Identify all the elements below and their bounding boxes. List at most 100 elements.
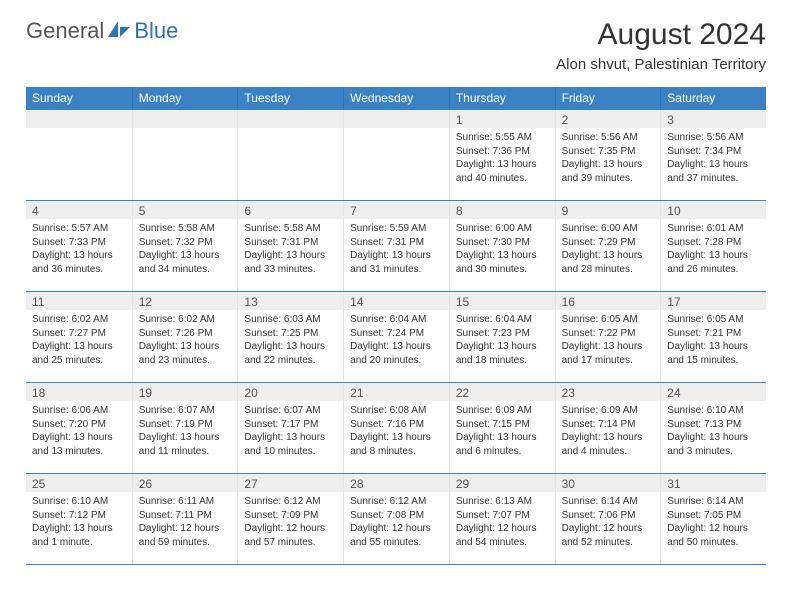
day-cell: 3Sunrise: 5:56 AMSunset: 7:34 PMDaylight… bbox=[660, 110, 766, 200]
day-cell: 6Sunrise: 5:58 AMSunset: 7:31 PMDaylight… bbox=[237, 201, 343, 291]
day-detail-line: Sunset: 7:19 PM bbox=[139, 418, 232, 432]
day-detail-line: Sunset: 7:32 PM bbox=[139, 236, 232, 250]
day-details: Sunrise: 6:07 AMSunset: 7:17 PMDaylight:… bbox=[238, 401, 343, 462]
day-cell: 10Sunrise: 6:01 AMSunset: 7:28 PMDayligh… bbox=[660, 201, 766, 291]
day-detail-line: Sunset: 7:27 PM bbox=[32, 327, 126, 341]
day-detail-line: Sunset: 7:15 PM bbox=[456, 418, 549, 432]
day-cell: 11Sunrise: 6:02 AMSunset: 7:27 PMDayligh… bbox=[26, 292, 132, 382]
day-number: 5 bbox=[133, 201, 238, 219]
day-details: Sunrise: 6:09 AMSunset: 7:14 PMDaylight:… bbox=[556, 401, 661, 462]
logo: General Blue bbox=[26, 18, 178, 44]
day-number bbox=[133, 110, 238, 128]
day-cell: 28Sunrise: 6:12 AMSunset: 7:08 PMDayligh… bbox=[343, 474, 449, 564]
week-row: 25Sunrise: 6:10 AMSunset: 7:12 PMDayligh… bbox=[26, 473, 766, 565]
day-number: 10 bbox=[661, 201, 766, 219]
day-detail-line: Daylight: 13 hours and 15 minutes. bbox=[667, 340, 760, 367]
weekday-header: Sunday bbox=[26, 87, 132, 109]
day-number: 27 bbox=[238, 474, 343, 492]
day-cell: 22Sunrise: 6:09 AMSunset: 7:15 PMDayligh… bbox=[449, 383, 555, 473]
day-details: Sunrise: 6:07 AMSunset: 7:19 PMDaylight:… bbox=[133, 401, 238, 462]
weekday-header-row: SundayMondayTuesdayWednesdayThursdayFrid… bbox=[26, 87, 766, 109]
day-detail-line: Sunset: 7:29 PM bbox=[562, 236, 655, 250]
day-detail-line: Daylight: 13 hours and 40 minutes. bbox=[456, 158, 549, 185]
day-details: Sunrise: 6:02 AMSunset: 7:26 PMDaylight:… bbox=[133, 310, 238, 371]
day-cell: 9Sunrise: 6:00 AMSunset: 7:29 PMDaylight… bbox=[555, 201, 661, 291]
day-cell bbox=[132, 110, 238, 200]
day-detail-line: Sunrise: 5:55 AM bbox=[456, 131, 549, 145]
day-cell: 13Sunrise: 6:03 AMSunset: 7:25 PMDayligh… bbox=[237, 292, 343, 382]
day-cell: 2Sunrise: 5:56 AMSunset: 7:35 PMDaylight… bbox=[555, 110, 661, 200]
day-details: Sunrise: 5:56 AMSunset: 7:34 PMDaylight:… bbox=[661, 128, 766, 189]
day-details: Sunrise: 6:03 AMSunset: 7:25 PMDaylight:… bbox=[238, 310, 343, 371]
day-detail-line: Sunrise: 6:05 AM bbox=[667, 313, 760, 327]
day-detail-line: Daylight: 13 hours and 26 minutes. bbox=[667, 249, 760, 276]
day-detail-line: Sunset: 7:17 PM bbox=[244, 418, 337, 432]
week-row: 18Sunrise: 6:06 AMSunset: 7:20 PMDayligh… bbox=[26, 382, 766, 473]
day-detail-line: Sunset: 7:13 PM bbox=[667, 418, 760, 432]
day-detail-line: Sunrise: 6:10 AM bbox=[667, 404, 760, 418]
day-details: Sunrise: 6:10 AMSunset: 7:12 PMDaylight:… bbox=[26, 492, 132, 553]
day-number: 13 bbox=[238, 292, 343, 310]
weekday-header: Wednesday bbox=[343, 87, 449, 109]
day-number: 18 bbox=[26, 383, 132, 401]
day-cell bbox=[343, 110, 449, 200]
day-cell: 17Sunrise: 6:05 AMSunset: 7:21 PMDayligh… bbox=[660, 292, 766, 382]
day-detail-line: Daylight: 13 hours and 13 minutes. bbox=[32, 431, 126, 458]
day-detail-line: Sunrise: 5:57 AM bbox=[32, 222, 126, 236]
day-detail-line: Sunrise: 6:01 AM bbox=[667, 222, 760, 236]
day-details: Sunrise: 6:14 AMSunset: 7:06 PMDaylight:… bbox=[556, 492, 661, 553]
day-detail-line: Daylight: 13 hours and 10 minutes. bbox=[244, 431, 337, 458]
day-number: 14 bbox=[344, 292, 449, 310]
day-detail-line: Daylight: 12 hours and 55 minutes. bbox=[350, 522, 443, 549]
day-cell: 8Sunrise: 6:00 AMSunset: 7:30 PMDaylight… bbox=[449, 201, 555, 291]
day-detail-line: Sunrise: 6:09 AM bbox=[456, 404, 549, 418]
week-row: 1Sunrise: 5:55 AMSunset: 7:36 PMDaylight… bbox=[26, 109, 766, 200]
day-detail-line: Sunrise: 5:58 AM bbox=[244, 222, 337, 236]
day-detail-line: Sunset: 7:34 PM bbox=[667, 145, 760, 159]
day-number: 28 bbox=[344, 474, 449, 492]
day-details: Sunrise: 6:12 AMSunset: 7:08 PMDaylight:… bbox=[344, 492, 449, 553]
calendar-body: 1Sunrise: 5:55 AMSunset: 7:36 PMDaylight… bbox=[26, 109, 766, 565]
day-detail-line: Sunset: 7:25 PM bbox=[244, 327, 337, 341]
day-detail-line: Sunset: 7:11 PM bbox=[139, 509, 232, 523]
day-detail-line: Sunrise: 5:56 AM bbox=[667, 131, 760, 145]
day-cell: 24Sunrise: 6:10 AMSunset: 7:13 PMDayligh… bbox=[660, 383, 766, 473]
day-detail-line: Sunset: 7:14 PM bbox=[562, 418, 655, 432]
day-number: 30 bbox=[556, 474, 661, 492]
day-number: 1 bbox=[450, 110, 555, 128]
day-number: 26 bbox=[133, 474, 238, 492]
day-number: 8 bbox=[450, 201, 555, 219]
day-cell: 1 Sunrise: 5:55 AMSunset: 7:36 PMDaylight… bbox=[449, 110, 555, 200]
day-detail-line: Sunrise: 6:03 AM bbox=[244, 313, 337, 327]
day-details: Sunrise: 6:14 AMSunset: 7:05 PMDaylight:… bbox=[661, 492, 766, 553]
day-cell bbox=[26, 110, 132, 200]
day-detail-line: Sunset: 7:09 PM bbox=[244, 509, 337, 523]
day-number: 4 bbox=[26, 201, 132, 219]
day-detail-line: Daylight: 12 hours and 59 minutes. bbox=[139, 522, 232, 549]
day-cell: 23Sunrise: 6:09 AMSunset: 7:14 PMDayligh… bbox=[555, 383, 661, 473]
day-detail-line: Sunset: 7:31 PM bbox=[350, 236, 443, 250]
day-number: 20 bbox=[238, 383, 343, 401]
day-detail-line: Daylight: 13 hours and 17 minutes. bbox=[562, 340, 655, 367]
month-title: August 2024 bbox=[556, 18, 766, 52]
day-detail-line: Sunset: 7:16 PM bbox=[350, 418, 443, 432]
weekday-header: Saturday bbox=[660, 87, 766, 109]
day-detail-line: Daylight: 13 hours and 36 minutes. bbox=[32, 249, 126, 276]
weekday-header: Monday bbox=[132, 87, 238, 109]
day-detail-line: Sunrise: 6:02 AM bbox=[32, 313, 126, 327]
day-cell: 21Sunrise: 6:08 AMSunset: 7:16 PMDayligh… bbox=[343, 383, 449, 473]
day-detail-line: Daylight: 12 hours and 54 minutes. bbox=[456, 522, 549, 549]
day-detail-line: Sunset: 7:36 PM bbox=[456, 145, 549, 159]
day-detail-line: Sunrise: 6:07 AM bbox=[244, 404, 337, 418]
day-number: 19 bbox=[133, 383, 238, 401]
day-detail-line: Daylight: 13 hours and 37 minutes. bbox=[667, 158, 760, 185]
day-detail-line: Daylight: 13 hours and 8 minutes. bbox=[350, 431, 443, 458]
day-number: 12 bbox=[133, 292, 238, 310]
day-details: Sunrise: 6:00 AMSunset: 7:29 PMDaylight:… bbox=[556, 219, 661, 280]
day-detail-line: Daylight: 13 hours and 23 minutes. bbox=[139, 340, 232, 367]
day-detail-line: Sunset: 7:35 PM bbox=[562, 145, 655, 159]
day-detail-line: Sunset: 7:26 PM bbox=[139, 327, 232, 341]
day-detail-line: Sunset: 7:20 PM bbox=[32, 418, 126, 432]
day-detail-line: Daylight: 12 hours and 50 minutes. bbox=[667, 522, 760, 549]
day-detail-line: Sunrise: 6:02 AM bbox=[139, 313, 232, 327]
